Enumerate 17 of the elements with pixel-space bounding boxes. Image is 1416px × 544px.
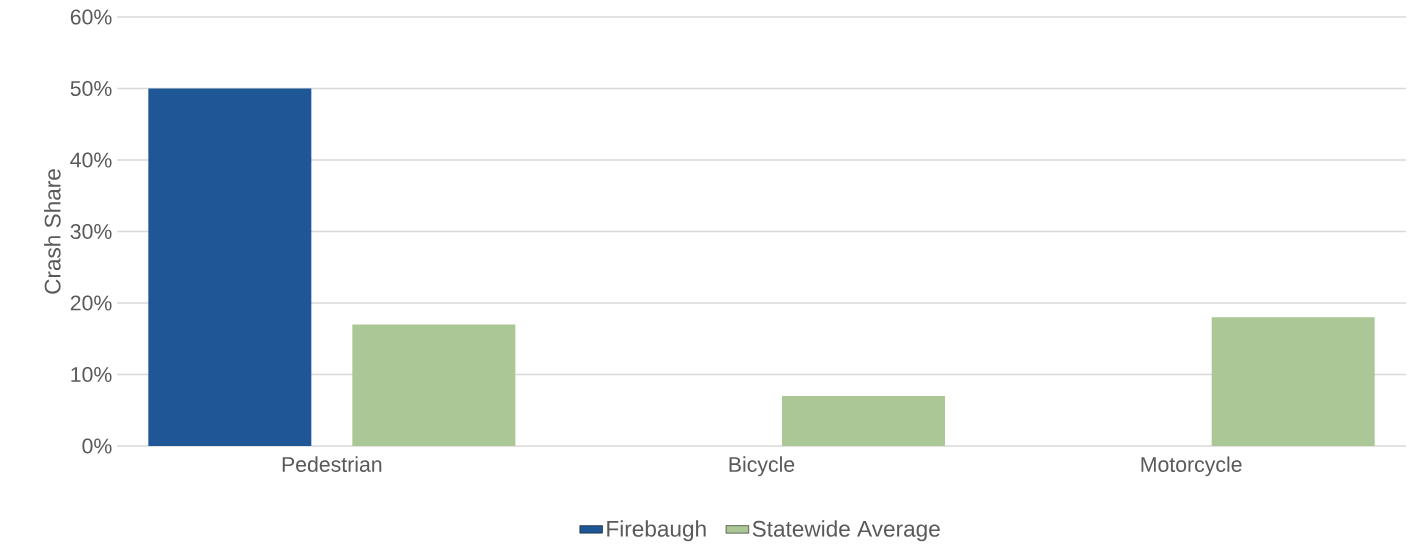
y-tick-label: 0% (82, 438, 112, 454)
x-tick-label: Pedestrian (282, 456, 382, 472)
bar (1211, 317, 1375, 446)
y-tick-label: 30% (70, 223, 112, 240)
y-tick-label: 20% (70, 295, 112, 311)
x-tick-label: Bicycle (729, 456, 795, 477)
legend-label: Firebaugh (607, 520, 706, 542)
bar (782, 395, 946, 446)
y-tick-label: 10% (71, 366, 112, 383)
bar (352, 324, 516, 446)
y-tick-label: 60% (70, 9, 112, 25)
y-tick-label: 50% (70, 80, 112, 97)
legend-label: Statewide Average (752, 520, 940, 542)
y-tick-label: 40% (70, 152, 112, 168)
x-tick-label: Motorcycle (1141, 456, 1242, 477)
y-axis-title: Crash Share (44, 169, 61, 294)
bar (148, 88, 312, 446)
